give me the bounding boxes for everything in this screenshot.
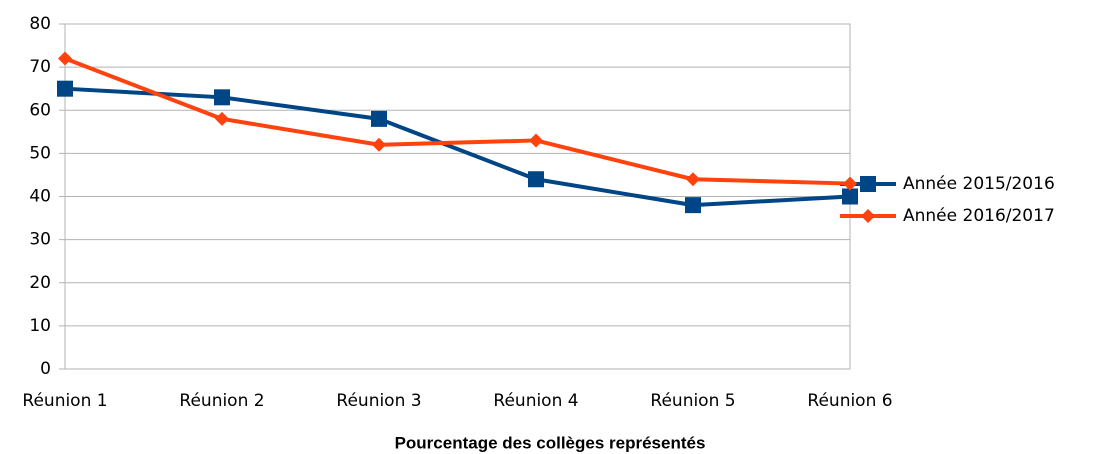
x-tick-label: Réunion 5: [650, 391, 735, 411]
y-tick-label: 30: [29, 230, 51, 250]
x-tick-label: Réunion 3: [336, 391, 421, 411]
marker: [371, 110, 387, 127]
marker: [215, 111, 229, 126]
marker: [861, 209, 875, 223]
line: [64, 56, 851, 186]
y-tick-label: 20: [29, 273, 51, 293]
legend-label: Année 2016/2017: [903, 206, 1055, 226]
y-tick-label: 60: [29, 100, 51, 120]
y-tick-label: 80: [29, 14, 51, 34]
x-axis-label: Pourcentage des collèges représentés: [395, 433, 706, 452]
x-tick-label: Réunion 4: [493, 391, 578, 411]
y-tick-label: 40: [29, 187, 51, 207]
marker: [214, 89, 230, 106]
marker: [57, 80, 73, 97]
y-tick-label: 10: [29, 316, 51, 336]
marker: [843, 176, 857, 191]
legend-label: Année 2015/2016: [903, 174, 1055, 194]
marker: [860, 176, 876, 192]
marker: [686, 172, 700, 187]
marker: [372, 137, 386, 152]
y-tick-label: 0: [40, 359, 51, 379]
y-tick-label: 50: [29, 143, 51, 163]
x-tick-label: Réunion 6: [807, 391, 892, 411]
line: [64, 86, 851, 208]
x-tick-label: Réunion 1: [22, 391, 107, 411]
marker: [529, 133, 543, 148]
y-tick-label: 70: [29, 57, 51, 77]
marker: [58, 51, 72, 66]
marker: [685, 197, 701, 214]
x-tick-label: Réunion 2: [179, 391, 264, 411]
marker: [528, 171, 544, 188]
marker: [842, 188, 858, 205]
